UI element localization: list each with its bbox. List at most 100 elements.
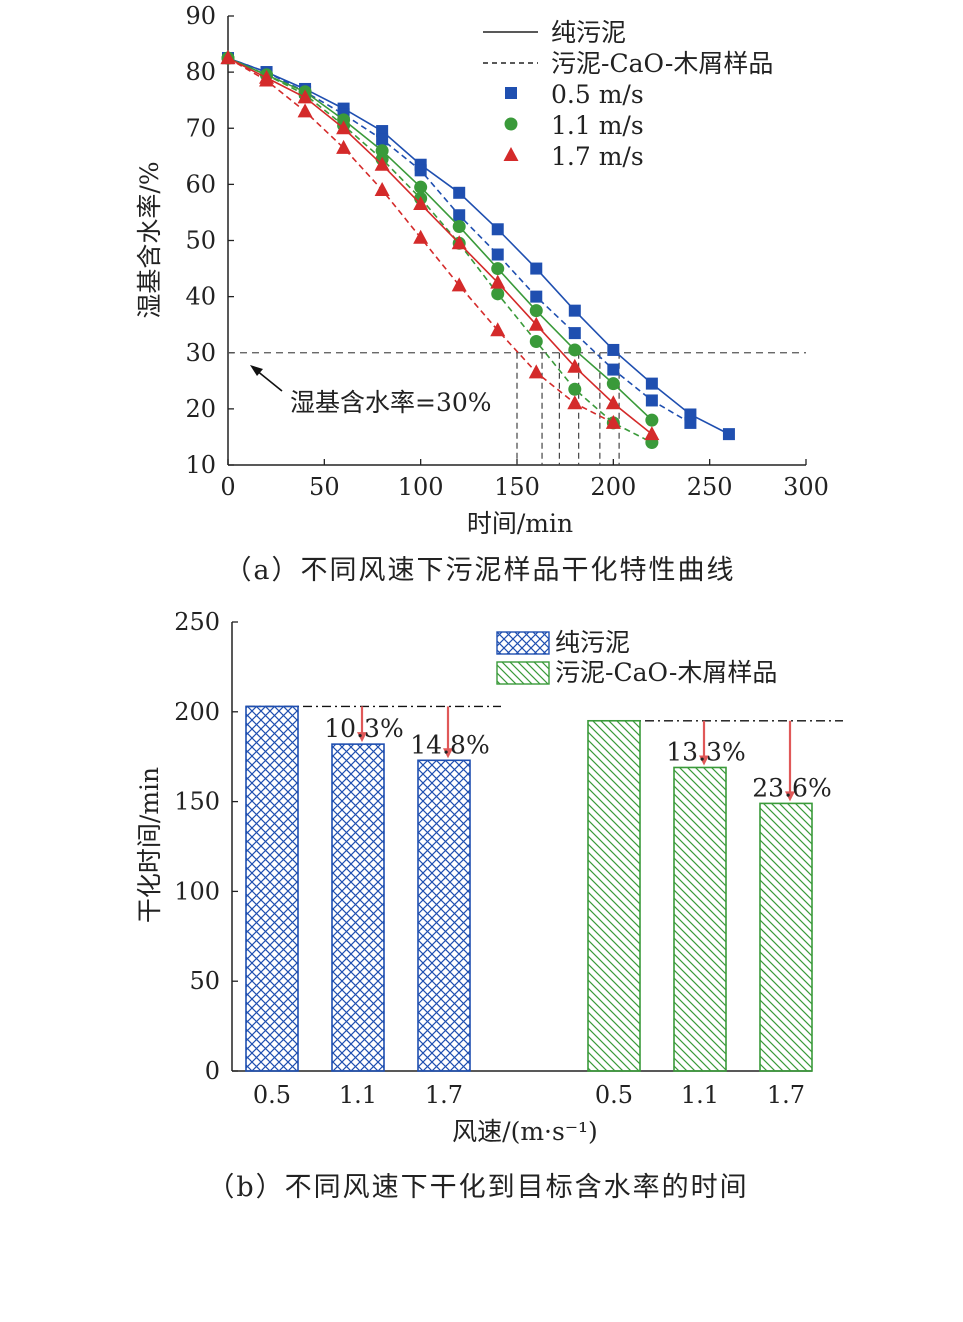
y-tick-label: 200: [174, 698, 220, 726]
circle-marker: [568, 343, 582, 357]
triangle-marker: [336, 139, 352, 154]
y-tick-label: 150: [174, 788, 220, 816]
circle-marker: [491, 287, 505, 301]
bar: [331, 743, 385, 1072]
chart-b-axes: 0 50 100 150 200 250: [174, 608, 812, 1085]
circle-marker: [529, 304, 543, 318]
triangle-marker: [374, 181, 390, 196]
triangle-marker: [567, 395, 583, 410]
drying-time-bar-chart: 0 50 100 150 200 250 0.5 1.1 10.3% 1.7 14.8% 0.5 1.…: [135, 608, 843, 1203]
x-tick-label: 0.5: [595, 1081, 633, 1109]
x-tick-label: 300: [783, 473, 829, 501]
chart-a-axes: 0 50 100 150 200 250 300 10 20 30 40 50 60 70 80 90: [185, 2, 828, 501]
x-tick-label: 50: [309, 473, 340, 501]
x-tick-label: 1.7: [767, 1081, 805, 1109]
square-marker: [530, 290, 543, 303]
legend-swatch: [496, 661, 550, 685]
square-marker: [376, 133, 389, 146]
x-tick-label: 0.5: [253, 1081, 291, 1109]
bar: [759, 802, 813, 1072]
triangle-marker: [605, 414, 621, 429]
square-marker: [568, 327, 581, 340]
triangle-marker: [413, 196, 429, 211]
legend-label: 纯污泥: [555, 628, 630, 657]
y-tick-label: 100: [174, 877, 220, 905]
triangle-marker: [374, 156, 390, 171]
x-tick-label: 1.7: [425, 1081, 463, 1109]
circle-marker: [568, 382, 582, 396]
y-tick-label: 50: [185, 227, 216, 255]
reduction-arrow-head: [699, 755, 709, 766]
drying-curve-chart: 0 50 100 150 200 250 300 10 20 30 40 50 60 70 80 90 湿基含…: [135, 2, 829, 586]
legend-label: 1.1 m/s: [551, 111, 644, 140]
y-tick-label: 0: [205, 1057, 220, 1085]
chart-b-xlabel: 风速/(m·s⁻¹): [452, 1117, 598, 1146]
square-marker: [491, 248, 504, 261]
x-tick-label: 150: [494, 473, 540, 501]
bar: [587, 719, 641, 1072]
square-marker: [414, 164, 427, 177]
triangle-marker: [528, 364, 544, 379]
x-tick-label: 200: [590, 473, 636, 501]
triangle-marker: [503, 147, 519, 161]
square-marker: [376, 125, 389, 138]
legend-label: 0.5 m/s: [551, 80, 644, 109]
series-line: [227, 57, 653, 435]
square-marker: [568, 304, 581, 317]
x-tick-label: 1.1: [339, 1081, 377, 1109]
reduction-label: 10.3%: [324, 714, 403, 743]
y-tick-label: 10: [185, 451, 216, 479]
y-tick-label: 30: [185, 339, 216, 367]
square-marker: [505, 87, 517, 99]
x-tick-label: 1.1: [681, 1081, 719, 1109]
chart-a-ylabel: 湿基含水率/%: [135, 161, 164, 318]
circle-marker: [414, 180, 428, 194]
reduction-arrow-head: [785, 791, 795, 802]
y-tick-label: 90: [185, 2, 216, 30]
square-marker: [453, 186, 466, 199]
circle-marker: [452, 219, 466, 233]
square-marker: [453, 209, 466, 222]
y-tick-label: 40: [185, 283, 216, 311]
series-line: [227, 57, 653, 421]
series-line: [227, 57, 653, 444]
reference-arrow-shaft: [255, 369, 283, 392]
x-tick-label: 0: [220, 473, 235, 501]
reference-line-label: 湿基含水率=30%: [290, 388, 492, 417]
y-tick-label: 20: [185, 395, 216, 423]
y-tick-label: 80: [185, 58, 216, 86]
triangle-marker: [490, 322, 506, 337]
chart-a-xlabel: 时间/min: [467, 509, 573, 538]
square-marker: [645, 377, 658, 390]
chart-a-series: [220, 50, 735, 450]
legend-label: 污泥-CaO-木屑样品: [555, 658, 777, 687]
square-marker: [684, 416, 697, 429]
legend-label: 污泥-CaO-木屑样品: [551, 49, 773, 78]
square-marker: [722, 428, 735, 441]
reduction-label: 23.6%: [752, 773, 831, 802]
bar: [673, 766, 727, 1072]
square-marker: [491, 223, 504, 236]
series-5: [220, 50, 621, 429]
reduction-arrow-head: [357, 732, 367, 743]
circle-marker: [606, 377, 620, 391]
circle-marker: [529, 335, 543, 349]
triangle-marker: [259, 72, 275, 87]
reduction-label: 13.3%: [666, 737, 745, 766]
chart-b-ylabel: 干化时间/min: [135, 767, 164, 923]
square-marker: [530, 262, 543, 275]
triangle-marker: [451, 277, 467, 292]
y-tick-label: 60: [185, 170, 216, 198]
y-tick-label: 250: [174, 608, 220, 636]
circle-marker: [645, 413, 659, 427]
triangle-marker: [644, 426, 660, 441]
reduction-arrow-head: [443, 748, 453, 759]
x-tick-label: 250: [687, 473, 733, 501]
legend-swatch: [496, 631, 550, 655]
circle-marker: [491, 262, 505, 276]
series-0: [222, 52, 735, 441]
square-marker: [645, 394, 658, 407]
